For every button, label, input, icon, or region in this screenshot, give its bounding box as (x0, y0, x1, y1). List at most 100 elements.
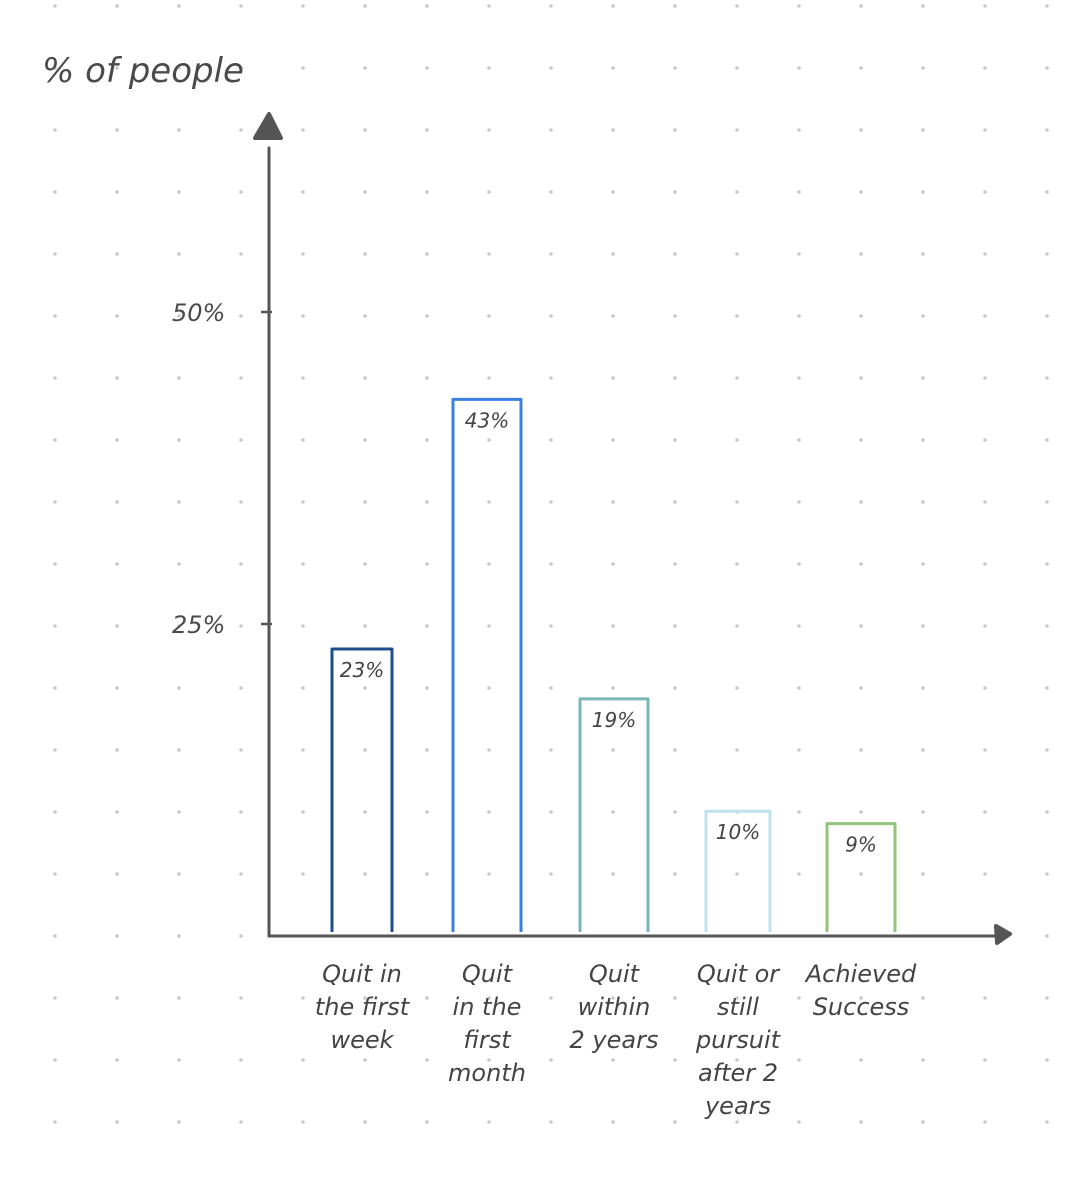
grid-dot (673, 500, 677, 504)
grid-dot (53, 624, 57, 628)
grid-dot (611, 996, 615, 1000)
grid-dot (797, 1058, 801, 1062)
grid-dot (735, 376, 739, 380)
grid-dot (921, 996, 925, 1000)
grid-dot (177, 996, 181, 1000)
grid-dot (673, 810, 677, 814)
grid-dot (487, 748, 491, 752)
grid-dot (177, 934, 181, 938)
grid-dot (363, 376, 367, 380)
grid-dot (363, 624, 367, 628)
grid-dot (425, 4, 429, 8)
grid-dot (115, 748, 119, 752)
grid-dot (1045, 748, 1049, 752)
bar-value-label: 23% (340, 658, 384, 682)
grid-dot (115, 438, 119, 442)
grid-dot (425, 562, 429, 566)
grid-dot (921, 190, 925, 194)
grid-dot (115, 1120, 119, 1124)
grid-dot (301, 128, 305, 132)
grid-dot (177, 562, 181, 566)
grid-dot (673, 686, 677, 690)
grid-dot (363, 4, 367, 8)
grid-dot (301, 624, 305, 628)
category-label-line: Quit (462, 960, 514, 988)
grid-dot (859, 438, 863, 442)
grid-dot (921, 66, 925, 70)
grid-dot (735, 500, 739, 504)
grid-dot (425, 314, 429, 318)
grid-dot (363, 190, 367, 194)
grid-dot (363, 686, 367, 690)
category-label: Quit in the first month (448, 960, 526, 1087)
grid-dot (487, 128, 491, 132)
grid-dot (611, 500, 615, 504)
grid-dot (735, 252, 739, 256)
grid-dot (425, 376, 429, 380)
grid-dot (549, 4, 553, 8)
category-label: Quit in the first week (315, 960, 411, 1054)
grid-dot (115, 190, 119, 194)
grid-dot (177, 1120, 181, 1124)
grid-dot (735, 1058, 739, 1062)
axes (253, 112, 1012, 945)
grid-dot (487, 314, 491, 318)
grid-dot (859, 748, 863, 752)
grid-dot (425, 1120, 429, 1124)
grid-dot (425, 128, 429, 132)
grid-dot (53, 376, 57, 380)
grid-dot (549, 190, 553, 194)
grid-dot (549, 872, 553, 876)
grid-dot (983, 996, 987, 1000)
grid-dot (177, 810, 181, 814)
grid-dot (301, 438, 305, 442)
grid-dot (797, 686, 801, 690)
grid-dot (115, 624, 119, 628)
grid-dot (859, 624, 863, 628)
grid-dot (673, 624, 677, 628)
bar (704, 809, 772, 932)
grid-dot (921, 1058, 925, 1062)
grid-dot (301, 500, 305, 504)
grid-dot (487, 438, 491, 442)
grid-dot (983, 810, 987, 814)
grid-dot (53, 1058, 57, 1062)
category-label: Quit or still pursuit after 2 years (695, 960, 782, 1120)
bar (330, 647, 394, 932)
grid-dot (363, 438, 367, 442)
grid-dot (239, 438, 243, 442)
category-label-line: within (578, 993, 651, 1021)
grid-dot (239, 4, 243, 8)
grid-dot (549, 996, 553, 1000)
grid-dot (673, 314, 677, 318)
grid-dot (859, 128, 863, 132)
grid-dot (487, 1120, 491, 1124)
grid-dot (859, 500, 863, 504)
grid-dot (425, 686, 429, 690)
grid-dot (177, 438, 181, 442)
grid-dot (177, 66, 181, 70)
grid-dot (53, 934, 57, 938)
grid-dot (611, 562, 615, 566)
grid-dot (921, 376, 925, 380)
grid-dot (673, 996, 677, 1000)
grid-dot (859, 314, 863, 318)
grid-dot (115, 562, 119, 566)
grid-dot (611, 872, 615, 876)
grid-dot (425, 500, 429, 504)
x-axis-arrowhead (994, 924, 1012, 945)
grid-dot (363, 1120, 367, 1124)
grid-dot (363, 128, 367, 132)
grid-dot (797, 748, 801, 752)
grid-dot (611, 748, 615, 752)
grid-dot (673, 190, 677, 194)
category-label-line: in the (453, 993, 522, 1021)
y-ticks: 25% 50% (172, 299, 272, 639)
grid-dot (301, 190, 305, 194)
grid-dot (425, 748, 429, 752)
grid-dot (177, 314, 181, 318)
grid-dot (673, 252, 677, 256)
grid-dot (425, 1058, 429, 1062)
grid-dot (549, 748, 553, 752)
